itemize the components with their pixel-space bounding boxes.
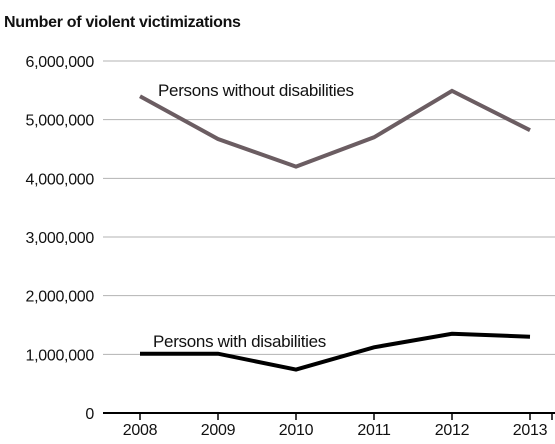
x-tick-label: 2012 [435,422,470,439]
series-label-persons-with-disabilities: Persons with disabilities [153,332,326,351]
series-label-persons-without-disabilities: Persons without disabilities [158,81,354,100]
y-tick-label: 4,000,000 [26,171,95,188]
y-tick-label: 3,000,000 [26,230,95,247]
y-tick-label: 2,000,000 [26,289,95,306]
y-tick-label: 1,000,000 [26,347,95,364]
x-tick-label: 2009 [201,422,236,439]
y-tick-label: 5,000,000 [26,113,95,130]
x-tick-label: 2011 [357,422,391,439]
axes: 0 1,000,000 2,000,000 3,000,000 4,000,000 5,0… [26,54,555,439]
x-tick-label: 2008 [123,422,158,439]
x-tick-label: 2010 [279,422,314,439]
gridlines [103,61,555,354]
series-lines [140,91,530,370]
series-line-persons-without-disabilities [140,91,530,167]
y-axis-label: Number of violent victimizations [4,14,241,31]
x-tick-label: 2013 [513,422,548,439]
y-tick-label: 0 [85,406,94,423]
y-tick-label: 6,000,000 [26,54,95,71]
